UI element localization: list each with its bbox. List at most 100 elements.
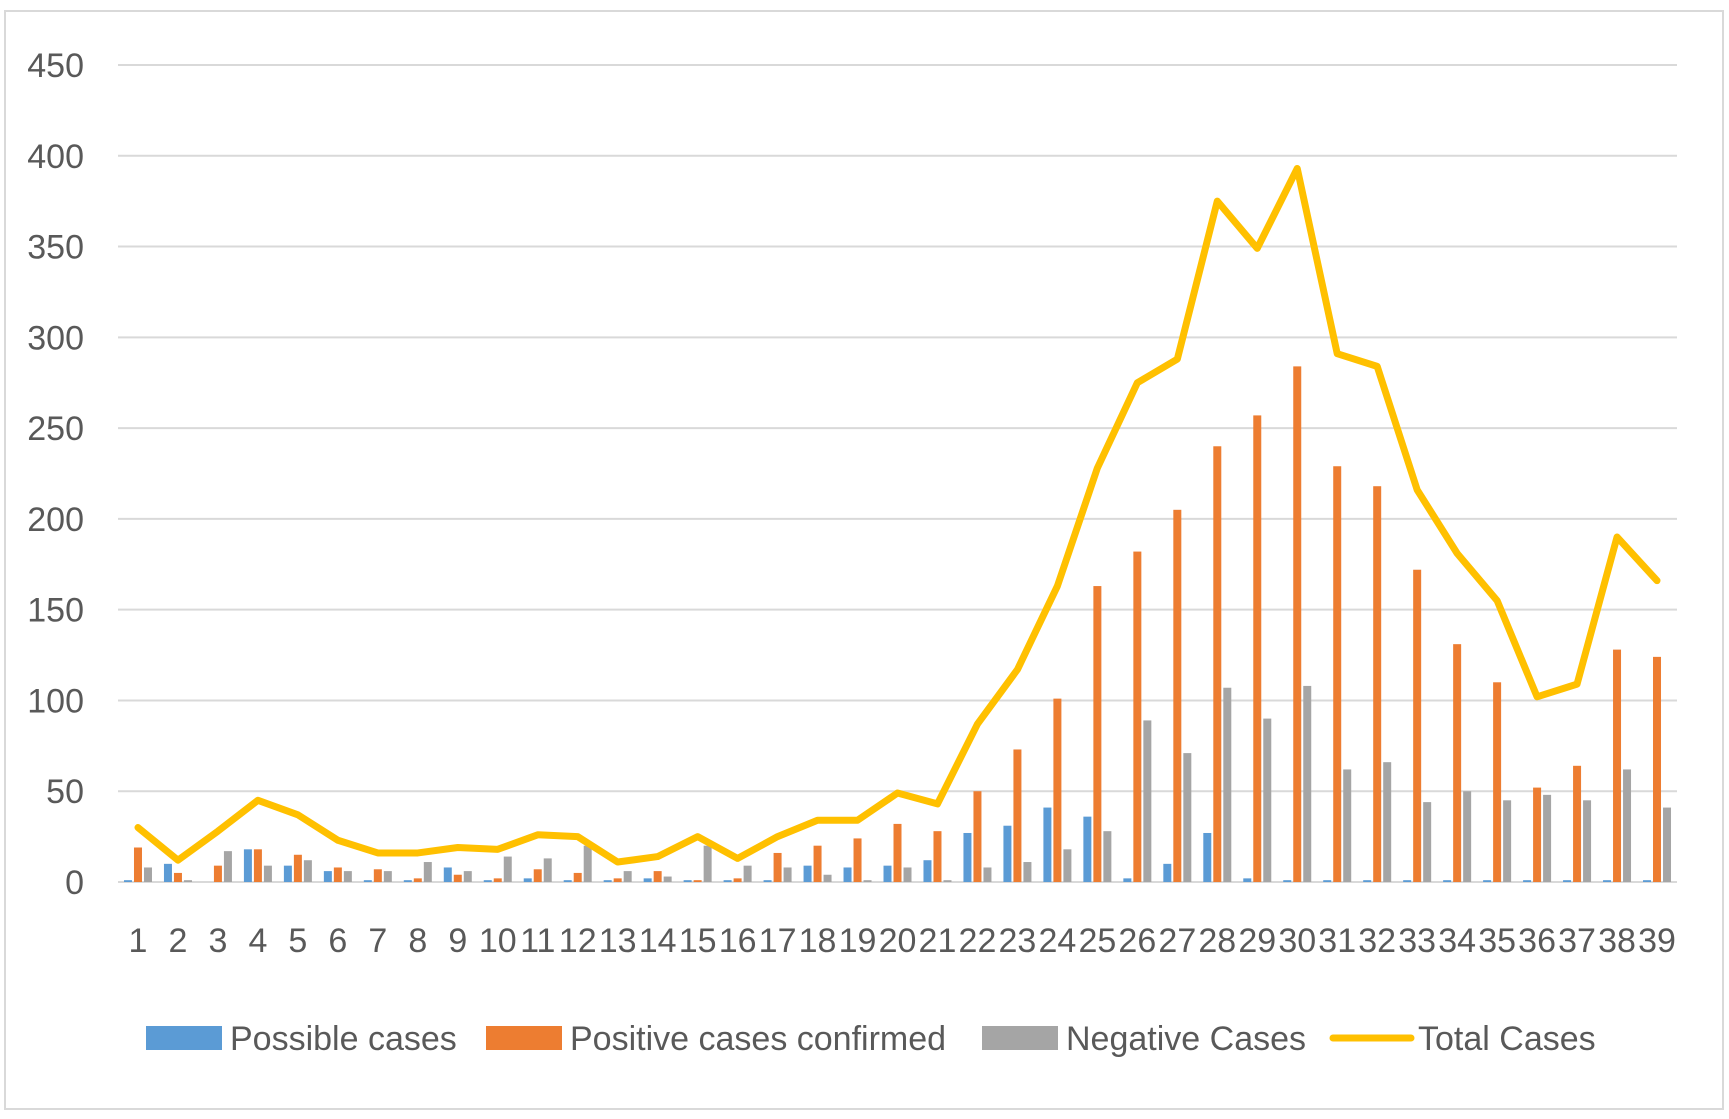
legend-swatch-positive-cases-confirmed	[486, 1026, 562, 1050]
bar-positive-cases-confirmed	[413, 878, 422, 882]
bar-possible-cases	[923, 860, 932, 882]
legend-swatch-negative-cases	[982, 1026, 1058, 1050]
y-tick-label: 200	[27, 501, 84, 539]
legend: Possible cases Positive cases confirmed Ne…	[146, 1020, 1596, 1058]
x-tick-label: 23	[999, 922, 1037, 960]
bar-negative-cases	[1143, 720, 1152, 882]
bar-negative-cases	[463, 871, 472, 882]
y-axis-ticks: 0 50 100 150 200 250 300 350 400 450	[27, 47, 84, 902]
bar-negative-cases	[343, 871, 352, 882]
x-tick-label: 12	[559, 922, 597, 960]
bar-possible-cases	[1363, 880, 1372, 882]
bar-positive-cases-confirmed	[1413, 569, 1422, 882]
bar-positive-cases-confirmed	[173, 872, 182, 882]
x-tick-label: 21	[919, 922, 957, 960]
bar-positive-cases-confirmed	[1053, 698, 1062, 882]
bar-positive-cases-confirmed	[1453, 644, 1462, 882]
bar-possible-cases	[1603, 880, 1612, 882]
bar-negative-cases	[1223, 687, 1232, 882]
bar-possible-cases	[1323, 880, 1332, 882]
bar-positive-cases-confirmed	[1213, 446, 1222, 882]
bar-negative-cases	[1663, 807, 1672, 882]
x-tick-label: 5	[288, 922, 307, 960]
bar-positive-cases-confirmed	[133, 847, 142, 882]
x-tick-label: 26	[1118, 922, 1156, 960]
y-tick-label: 400	[27, 138, 84, 176]
bar-negative-cases	[783, 867, 792, 882]
y-tick-label: 350	[27, 229, 84, 267]
bar-possible-cases	[1483, 880, 1492, 882]
bar-negative-cases	[1343, 769, 1352, 882]
bar-negative-cases	[1103, 831, 1112, 882]
bar-positive-cases-confirmed	[493, 878, 502, 882]
bar-possible-cases	[1123, 878, 1132, 882]
bar-possible-cases	[723, 880, 732, 882]
legend-label: Positive cases confirmed	[570, 1020, 946, 1058]
bar-negative-cases	[303, 860, 312, 882]
bar-possible-cases	[243, 849, 252, 882]
x-tick-label: 31	[1318, 922, 1356, 960]
bar-possible-cases	[1003, 825, 1012, 882]
bar-positive-cases-confirmed	[1573, 765, 1582, 882]
bar-positive-cases-confirmed	[373, 869, 382, 882]
bars	[123, 366, 1672, 883]
bar-positive-cases-confirmed	[773, 852, 782, 882]
x-tick-label: 29	[1238, 922, 1276, 960]
bar-negative-cases	[1023, 862, 1032, 882]
x-tick-label: 25	[1078, 922, 1116, 960]
bar-positive-cases-confirmed	[1533, 787, 1542, 882]
bar-negative-cases	[1623, 769, 1632, 882]
bar-possible-cases	[1163, 863, 1172, 882]
bar-positive-cases-confirmed	[293, 854, 302, 882]
bar-possible-cases	[1243, 878, 1252, 882]
bar-positive-cases-confirmed	[1013, 749, 1022, 882]
bar-positive-cases-confirmed	[1493, 682, 1502, 882]
bar-possible-cases	[1403, 880, 1412, 882]
series-line-total-cases	[134, 164, 1661, 866]
x-tick-label: 3	[208, 922, 227, 960]
x-tick-label: 35	[1478, 922, 1516, 960]
x-tick-label: 30	[1278, 922, 1316, 960]
bar-possible-cases	[1083, 816, 1092, 882]
bar-possible-cases	[603, 880, 612, 882]
bar-possible-cases	[483, 880, 492, 882]
y-tick-label: 50	[46, 773, 84, 811]
bar-negative-cases	[1263, 718, 1272, 882]
bar-positive-cases-confirmed	[533, 869, 542, 882]
gridlines	[118, 64, 1677, 883]
bar-possible-cases	[523, 878, 532, 882]
bar-negative-cases	[223, 851, 232, 882]
bar-positive-cases-confirmed	[1253, 415, 1262, 882]
x-tick-label: 13	[599, 922, 637, 960]
bar-positive-cases-confirmed	[733, 878, 742, 882]
x-tick-label: 16	[719, 922, 757, 960]
x-axis-ticks: 1 2 3 4 5 6 7 8 9 10 11 12 13 14 15 16 17 18 19 20 21 22 23 24 2…	[129, 922, 1676, 960]
bar-positive-cases-confirmed	[973, 791, 982, 882]
bar-possible-cases	[1643, 880, 1652, 882]
bar-possible-cases	[123, 880, 132, 882]
bar-positive-cases-confirmed	[253, 849, 262, 882]
x-tick-label: 9	[448, 922, 467, 960]
x-tick-label: 39	[1638, 922, 1676, 960]
bar-possible-cases	[883, 865, 892, 882]
bar-positive-cases-confirmed	[573, 872, 582, 882]
legend-label: Total Cases	[1418, 1020, 1596, 1058]
x-tick-label: 20	[879, 922, 917, 960]
bar-positive-cases-confirmed	[813, 845, 822, 882]
x-tick-label: 11	[520, 922, 555, 960]
bar-positive-cases-confirmed	[933, 831, 942, 882]
bar-positive-cases-confirmed	[1333, 466, 1342, 882]
y-tick-label: 300	[27, 319, 84, 357]
bar-negative-cases	[663, 876, 672, 882]
x-tick-label: 27	[1158, 922, 1196, 960]
x-tick-label: 28	[1198, 922, 1236, 960]
x-tick-label: 6	[328, 922, 347, 960]
bar-negative-cases	[863, 880, 872, 882]
y-tick-label: 450	[27, 47, 84, 85]
bar-negative-cases	[1543, 794, 1552, 882]
bar-negative-cases	[583, 845, 592, 882]
bar-positive-cases-confirmed	[1653, 656, 1662, 882]
bar-negative-cases	[903, 867, 912, 882]
bar-negative-cases	[183, 880, 192, 882]
